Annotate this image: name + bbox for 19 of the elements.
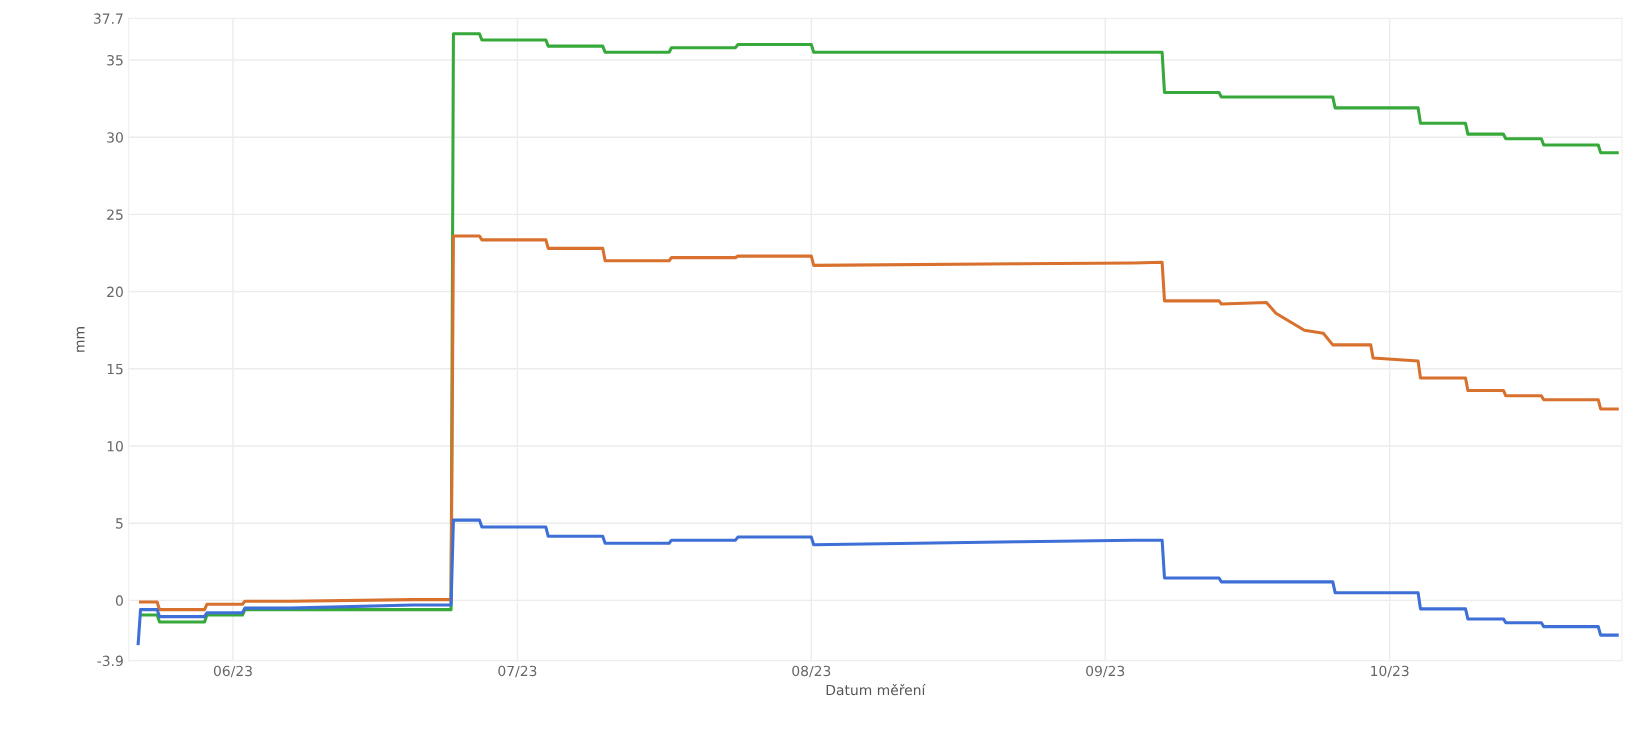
y-tick-label: 10 <box>107 440 123 452</box>
y-tick-label: 37.7 <box>93 13 123 24</box>
line-series <box>136 518 1619 646</box>
y-tick-label: 15 <box>107 363 123 375</box>
y-tick-label: 0 <box>115 595 123 606</box>
y-tick-label: 25 <box>107 209 123 220</box>
line-series <box>139 234 1619 612</box>
y-tick-label: 35 <box>107 55 123 66</box>
x-axis-title: Datum měření <box>826 683 926 696</box>
x-tick-label: 09/23 <box>1086 665 1125 678</box>
y-tick-label: -3.9 <box>97 655 123 667</box>
y-tick-label: 20 <box>107 286 123 298</box>
x-tick-label: 06/23 <box>213 665 252 678</box>
y-axis-title: mm <box>76 327 85 352</box>
x-tick-label: 10/23 <box>1371 665 1409 678</box>
x-tick-label: 08/23 <box>792 665 831 678</box>
y-tick-label: 30 <box>107 132 123 143</box>
x-tick-label: 07/23 <box>498 665 537 678</box>
y-tick-label: 5 <box>116 518 123 529</box>
